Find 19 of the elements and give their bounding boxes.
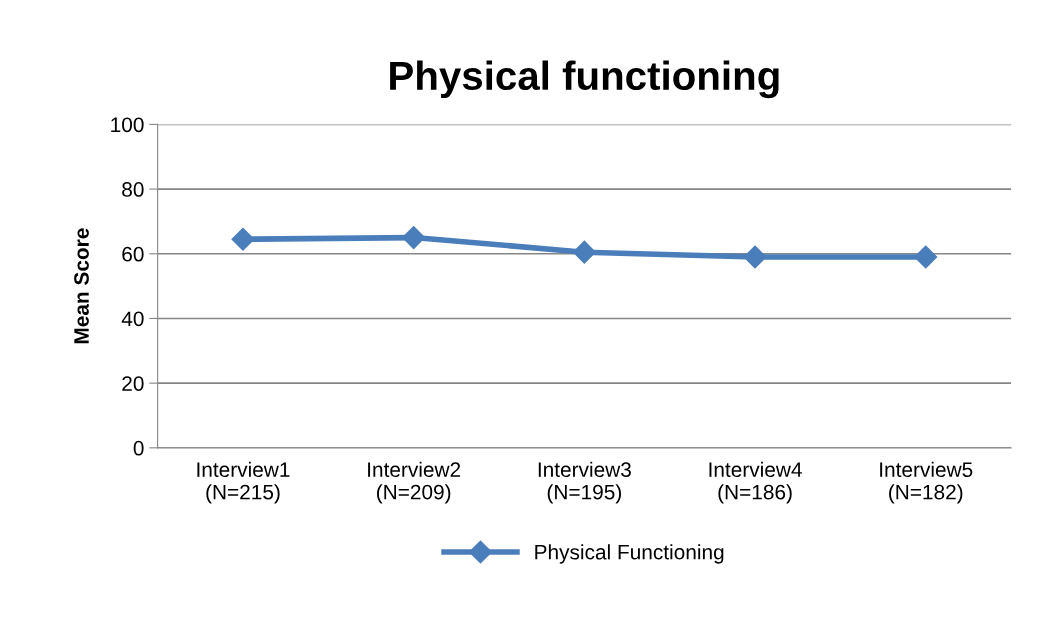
- y-tick-label: 0: [133, 440, 144, 456]
- point: [914, 245, 938, 269]
- y-tick-label: 60: [122, 246, 144, 262]
- y-axis-title: Mean Score: [74, 228, 89, 344]
- x-tick-label: Interview1 (N=215): [197, 461, 290, 504]
- point: [402, 226, 426, 250]
- point: [231, 227, 255, 251]
- y-tick-label: 40: [121, 311, 144, 327]
- legend-label: Physical Functioning: [535, 544, 724, 564]
- x-tick-label: Interview5 (N=182): [880, 461, 973, 504]
- y-tick-label: 80: [122, 182, 144, 197]
- y-tick-label: 20: [122, 376, 144, 391]
- x-tick-label: Interview2 (N=209): [368, 461, 461, 504]
- chart-title: Physical functioning: [390, 60, 779, 99]
- point: [743, 245, 767, 269]
- x-tick-label: Interview3 (N=195): [538, 461, 631, 504]
- y-tick-label: 100: [111, 117, 144, 133]
- x-tick-label: Interview4 (N=186): [709, 461, 802, 504]
- point: [572, 240, 596, 264]
